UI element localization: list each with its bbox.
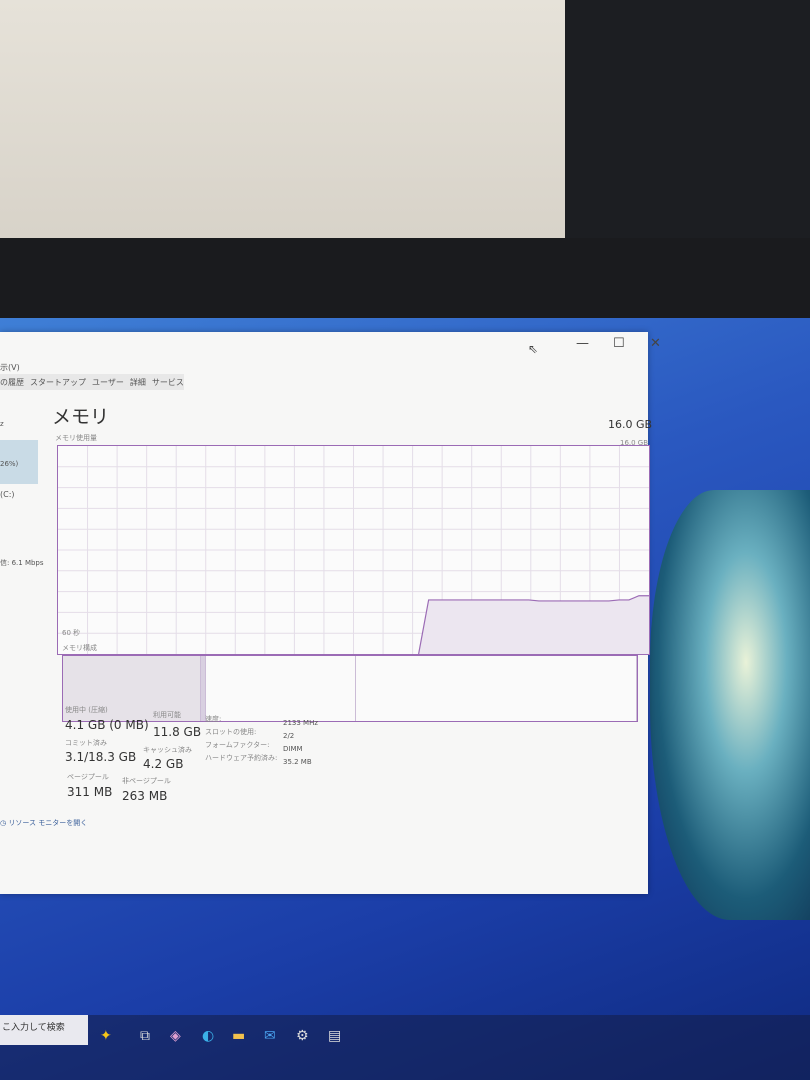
- speed-label: 速度:: [205, 715, 222, 723]
- nonpaged-pool-label: 非ページプール: [122, 777, 171, 785]
- tab-services[interactable]: サービス: [151, 378, 184, 387]
- time-label: 60 秒: [62, 629, 81, 637]
- close-button[interactable]: ✕: [650, 336, 661, 351]
- sidebar-item-network[interactable]: 信: 6.1 Mbps: [0, 559, 44, 567]
- chart-max-label: 16.0 GB: [620, 439, 649, 447]
- tab-details[interactable]: 詳細: [129, 378, 146, 387]
- task-view-icon[interactable]: ⧉: [140, 1028, 150, 1044]
- tab-startup[interactable]: スタートアップ: [30, 378, 86, 387]
- committed-label: コミット済み: [65, 739, 107, 747]
- cached-label: キャッシュ済み: [143, 746, 192, 754]
- usage-label: メモリ使用量: [55, 434, 97, 442]
- paged-pool-label: ページプール: [67, 773, 109, 781]
- wallpaper-water: [650, 490, 810, 920]
- usage-line: [418, 595, 649, 654]
- sidebar-item-memory[interactable]: 26%): [0, 440, 38, 484]
- resource-monitor-link[interactable]: ◷ リソース モニターを開く: [0, 819, 88, 827]
- tab-users[interactable]: ユーザー: [92, 378, 124, 387]
- reserved-label: ハードウェア予約済み:: [205, 754, 278, 762]
- copilot-icon[interactable]: ◈: [170, 1028, 181, 1044]
- standby-segment: [206, 656, 356, 721]
- resource-monitor-text: リソース モニターを開く: [8, 819, 88, 827]
- monitor-bezel: [0, 238, 810, 328]
- task-manager-icon[interactable]: ▤: [328, 1028, 342, 1044]
- in-use-value: 4.1 GB (0 MB): [65, 718, 149, 732]
- in-use-segment: [63, 656, 201, 721]
- in-use-label: 使用中 (圧縮): [65, 706, 108, 714]
- cached-value: 4.2 GB: [143, 757, 184, 771]
- composition-label: メモリ構成: [62, 644, 97, 652]
- maximize-button[interactable]: ☐: [613, 336, 625, 351]
- file-explorer-icon[interactable]: ▬: [232, 1028, 246, 1044]
- sidebar-memory-label: 26%): [0, 460, 19, 468]
- background-shelf: [565, 0, 810, 240]
- nonpaged-pool-value: 263 MB: [122, 789, 168, 803]
- sidebar-item-cpu[interactable]: z: [0, 420, 4, 428]
- search-placeholder: こ入力して検索: [2, 1023, 65, 1033]
- memory-usage-chart: [57, 445, 650, 655]
- mail-icon[interactable]: ✉: [264, 1028, 276, 1044]
- menu-view[interactable]: 示(V): [0, 363, 20, 372]
- settings-icon[interactable]: ⚙: [296, 1028, 309, 1044]
- edge-icon[interactable]: ◐: [202, 1028, 215, 1044]
- paged-pool-value: 311 MB: [67, 785, 113, 799]
- available-value: 11.8 GB: [153, 725, 202, 739]
- form-factor-value: DIMM: [283, 745, 303, 753]
- slots-label: スロットの使用:: [205, 728, 257, 736]
- tab-history[interactable]: の履歴: [0, 378, 24, 387]
- tab-bar: の履歴 スタートアップ ユーザー 詳細 サービス: [0, 374, 184, 390]
- page-title: メモリ: [52, 406, 110, 428]
- committed-value: 3.1/18.3 GB: [65, 750, 137, 764]
- usage-area: [418, 595, 649, 654]
- modified-segment: [200, 656, 207, 721]
- minimize-button[interactable]: —: [576, 336, 589, 351]
- reserved-value: 35.2 MB: [283, 758, 312, 766]
- free-segment: [355, 656, 637, 721]
- memory-composition-bar: [62, 655, 638, 722]
- form-factor-label: フォームファクター:: [205, 741, 270, 749]
- mouse-cursor-icon: ⇖: [528, 342, 539, 356]
- search-highlight-icon[interactable]: ✦: [100, 1028, 112, 1044]
- slots-value: 2/2: [283, 732, 295, 740]
- sidebar-item-disk[interactable]: (C:): [0, 490, 15, 499]
- available-label: 利用可能: [153, 711, 181, 719]
- wall-background: [0, 0, 570, 250]
- speed-value: 2133 MHz: [283, 719, 319, 727]
- memory-total: 16.0 GB: [608, 418, 653, 431]
- taskbar: [0, 1015, 810, 1080]
- taskbar-search[interactable]: こ入力して検索: [0, 1015, 88, 1045]
